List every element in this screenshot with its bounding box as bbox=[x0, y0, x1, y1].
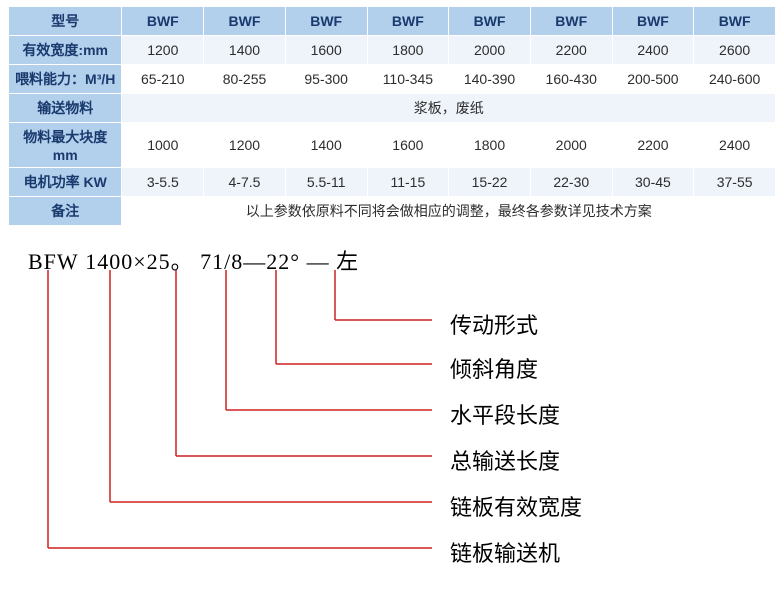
col-bwf: BWF bbox=[147, 13, 179, 29]
cell: 2000 bbox=[530, 123, 612, 168]
cell: 2000 bbox=[449, 36, 531, 65]
cell-merged: 以上参数依原料不同将会做相应的调整，最终各参数详见技术方案 bbox=[122, 197, 776, 226]
cell: 11-15 bbox=[367, 168, 449, 197]
code-left: 左 bbox=[336, 244, 359, 276]
model-code-line: BFW 1400×25。 71/8—22° — 左 bbox=[28, 244, 359, 276]
col-bwf: BWF bbox=[229, 13, 261, 29]
cell: 200-500 bbox=[612, 65, 694, 94]
cell: 140-390 bbox=[449, 65, 531, 94]
row-label: 备注 bbox=[51, 203, 79, 219]
row-label: 物料最大块度mm bbox=[23, 129, 107, 163]
cell: 1800 bbox=[449, 123, 531, 168]
diagram-label: 倾斜角度 bbox=[450, 352, 538, 384]
col-bwf: BWF bbox=[392, 13, 424, 29]
cell: 2400 bbox=[694, 123, 776, 168]
diagram-label: 链板输送机 bbox=[450, 536, 560, 568]
col-bwf: BWF bbox=[310, 13, 342, 29]
cell: 22-30 bbox=[530, 168, 612, 197]
row-max-block: 物料最大块度mm 1000 1200 1400 1600 1800 2000 2… bbox=[9, 123, 776, 168]
cell: 1000 bbox=[122, 123, 204, 168]
diagram-label: 总输送长度 bbox=[450, 444, 560, 476]
code-22deg: —22° bbox=[243, 249, 300, 275]
diagram-label: 传动形式 bbox=[450, 308, 538, 340]
cell: 1400 bbox=[204, 36, 286, 65]
code-bfw: BFW bbox=[28, 249, 79, 275]
cell: 3-5.5 bbox=[122, 168, 204, 197]
row-width: 有效宽度:mm 1200 1400 1600 1800 2000 2200 24… bbox=[9, 36, 776, 65]
row-label: 喂料能力：M³/H bbox=[15, 71, 115, 87]
cell: 15-22 bbox=[449, 168, 531, 197]
cell: 2200 bbox=[530, 36, 612, 65]
cell: 80-255 bbox=[204, 65, 286, 94]
model-code-diagram: BFW 1400×25。 71/8—22° — 左 传动形式倾斜角度水平段长度总… bbox=[0, 244, 784, 594]
cell: 1200 bbox=[204, 123, 286, 168]
table-header-row: 型号 BWF BWF BWF BWF BWF BWF BWF BWF bbox=[9, 7, 776, 36]
cell: 37-55 bbox=[694, 168, 776, 197]
spec-table-container: 型号 BWF BWF BWF BWF BWF BWF BWF BWF 有效宽度:… bbox=[0, 0, 784, 226]
cell: 2400 bbox=[612, 36, 694, 65]
connector-lines bbox=[0, 244, 784, 594]
row-motor-power: 电机功率 KW 3-5.5 4-7.5 5.5-11 11-15 15-22 2… bbox=[9, 168, 776, 197]
cell: 65-210 bbox=[122, 65, 204, 94]
cell: 1800 bbox=[367, 36, 449, 65]
cell: 2200 bbox=[612, 123, 694, 168]
row-label: 电机功率 KW bbox=[24, 174, 107, 190]
cell: 4-7.5 bbox=[204, 168, 286, 197]
code-718: 71/8 bbox=[200, 249, 243, 275]
row-note: 备注 以上参数依原料不同将会做相应的调整，最终各参数详见技术方案 bbox=[9, 197, 776, 226]
col-bwf: BWF bbox=[637, 13, 669, 29]
cell: 1600 bbox=[285, 36, 367, 65]
code-25: 25。 bbox=[147, 244, 194, 276]
code-mult: × bbox=[133, 249, 146, 275]
code-dash: — bbox=[307, 249, 330, 275]
col-label-model: 型号 bbox=[51, 13, 79, 29]
col-bwf: BWF bbox=[474, 13, 506, 29]
row-label: 有效宽度:mm bbox=[22, 42, 108, 58]
diagram-label: 链板有效宽度 bbox=[450, 490, 582, 522]
diagram-label: 水平段长度 bbox=[450, 398, 560, 430]
cell: 30-45 bbox=[612, 168, 694, 197]
cell: 240-600 bbox=[694, 65, 776, 94]
spec-table: 型号 BWF BWF BWF BWF BWF BWF BWF BWF 有效宽度:… bbox=[8, 6, 776, 226]
cell: 5.5-11 bbox=[285, 168, 367, 197]
cell: 160-430 bbox=[530, 65, 612, 94]
cell: 110-345 bbox=[367, 65, 449, 94]
col-bwf: BWF bbox=[555, 13, 587, 29]
cell: 1200 bbox=[122, 36, 204, 65]
row-label: 输送物料 bbox=[37, 100, 93, 116]
cell: 1400 bbox=[285, 123, 367, 168]
cell-merged: 浆板，废纸 bbox=[122, 94, 776, 123]
cell: 95-300 bbox=[285, 65, 367, 94]
cell: 2600 bbox=[694, 36, 776, 65]
cell: 1600 bbox=[367, 123, 449, 168]
col-bwf: BWF bbox=[719, 13, 751, 29]
row-material: 输送物料 浆板，废纸 bbox=[9, 94, 776, 123]
row-feed-capacity: 喂料能力：M³/H 65-210 80-255 95-300 110-345 1… bbox=[9, 65, 776, 94]
code-1400: 1400 bbox=[85, 249, 133, 275]
